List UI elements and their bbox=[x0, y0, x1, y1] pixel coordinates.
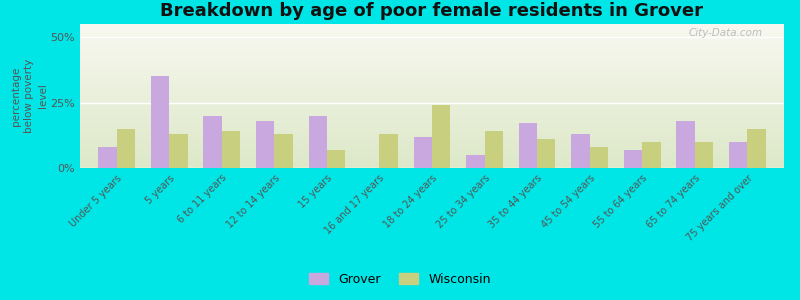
Bar bbox=[327, 150, 346, 168]
Bar bbox=[414, 136, 432, 168]
Bar bbox=[642, 142, 661, 168]
Bar bbox=[676, 121, 694, 168]
Text: City-Data.com: City-Data.com bbox=[689, 28, 763, 38]
Bar bbox=[590, 147, 608, 168]
Bar bbox=[624, 150, 642, 168]
Bar bbox=[98, 147, 117, 168]
Bar bbox=[747, 129, 766, 168]
Bar bbox=[117, 129, 135, 168]
Bar bbox=[518, 124, 537, 168]
Bar bbox=[170, 134, 188, 168]
Bar bbox=[485, 131, 503, 168]
Bar bbox=[694, 142, 713, 168]
Bar bbox=[203, 116, 222, 168]
Bar bbox=[151, 76, 170, 168]
Bar bbox=[309, 116, 327, 168]
Bar bbox=[274, 134, 293, 168]
Bar bbox=[729, 142, 747, 168]
Bar bbox=[222, 131, 240, 168]
Bar bbox=[379, 134, 398, 168]
Y-axis label: percentage
below poverty
level: percentage below poverty level bbox=[11, 59, 48, 133]
Bar bbox=[571, 134, 590, 168]
Title: Breakdown by age of poor female residents in Grover: Breakdown by age of poor female resident… bbox=[161, 2, 703, 20]
Bar bbox=[432, 105, 450, 168]
Bar bbox=[466, 155, 485, 168]
Legend: Grover, Wisconsin: Grover, Wisconsin bbox=[304, 268, 496, 291]
Bar bbox=[256, 121, 274, 168]
Bar bbox=[537, 139, 555, 168]
